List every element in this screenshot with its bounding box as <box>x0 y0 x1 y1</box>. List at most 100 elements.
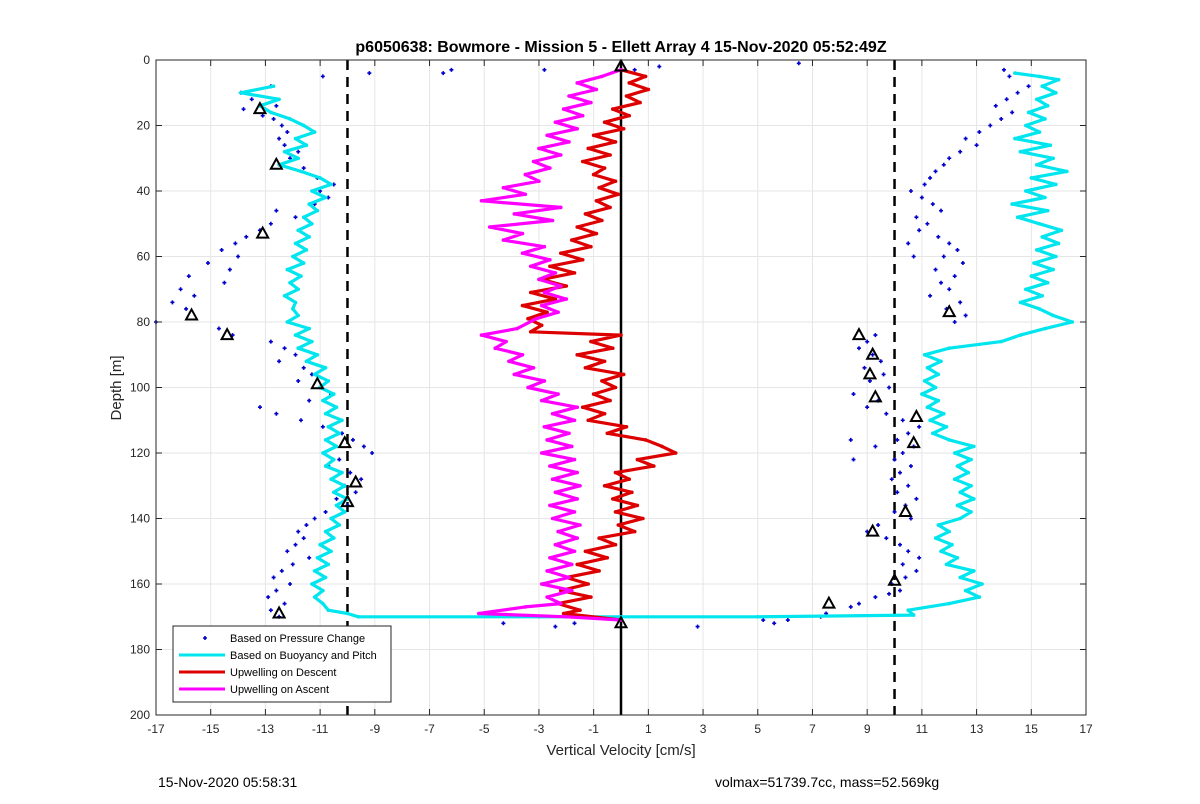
data-point <box>589 100 593 105</box>
data-point <box>1051 156 1055 161</box>
data-point <box>963 588 968 593</box>
data-point <box>589 339 593 344</box>
data-point <box>370 451 375 455</box>
data-point <box>600 74 604 79</box>
y-tick-label: 80 <box>137 315 151 329</box>
data-point <box>268 608 273 613</box>
data-point <box>922 353 927 357</box>
data-point <box>548 503 552 508</box>
data-point <box>572 621 577 626</box>
data-point <box>602 166 607 170</box>
data-point <box>936 398 941 403</box>
data-point <box>1045 280 1050 285</box>
data-point <box>1040 294 1044 298</box>
data-point <box>600 379 604 383</box>
data-point <box>293 300 298 305</box>
data-point <box>917 424 922 429</box>
x-tick-label: -5 <box>479 722 490 736</box>
footer-mass-info: volmax=51739.7cc, mass=52.569kg <box>715 774 940 790</box>
data-point <box>931 431 935 436</box>
data-point <box>580 113 585 118</box>
data-point <box>307 326 312 331</box>
data-point <box>660 444 664 449</box>
data-point <box>876 523 881 528</box>
triangle-marker <box>898 503 913 517</box>
data-point <box>304 359 309 364</box>
data-point <box>900 418 905 423</box>
data-point <box>507 359 511 364</box>
triangle-marker <box>310 376 325 390</box>
data-point <box>271 575 276 580</box>
data-point <box>1056 77 1061 82</box>
data-point <box>321 588 325 593</box>
data-point <box>320 424 325 429</box>
data-point <box>178 287 183 292</box>
data-point <box>548 264 552 269</box>
data-point <box>613 510 618 514</box>
data-point <box>870 352 875 357</box>
data-point <box>323 464 328 468</box>
data-point <box>1045 104 1050 108</box>
data-point <box>602 359 607 364</box>
data-point <box>761 618 766 623</box>
data-point <box>545 438 549 442</box>
data-point <box>345 611 350 616</box>
data-point <box>268 339 273 344</box>
data-point <box>638 100 642 105</box>
data-point <box>939 549 943 554</box>
data-point <box>619 333 623 337</box>
x-tick-label: -15 <box>202 722 220 736</box>
data-point <box>304 523 309 528</box>
data-point <box>583 366 588 370</box>
triangle-marker <box>613 615 629 629</box>
data-point <box>556 529 560 534</box>
data-point <box>575 536 579 540</box>
data-point <box>323 366 328 370</box>
data-point <box>1048 143 1053 147</box>
data-point <box>917 228 922 233</box>
data-point <box>570 238 574 242</box>
data-point <box>570 588 574 593</box>
data-point <box>952 274 957 279</box>
data-point <box>282 149 287 154</box>
data-point <box>611 107 615 111</box>
triangle-marker <box>909 408 924 422</box>
data-point <box>320 74 325 79</box>
data-point <box>570 562 574 567</box>
data-point <box>539 323 544 328</box>
data-point <box>205 261 210 266</box>
data-point <box>299 169 303 174</box>
data-point <box>906 549 911 554</box>
y-tick-label: 100 <box>130 381 150 395</box>
data-point <box>1043 195 1047 200</box>
data-point <box>613 179 618 183</box>
data-point <box>332 392 336 396</box>
data-point <box>884 536 889 541</box>
data-point <box>1024 123 1028 128</box>
data-point <box>277 97 281 102</box>
data-point <box>561 611 566 616</box>
data-point <box>337 457 342 462</box>
data-point <box>293 333 298 337</box>
data-point <box>274 103 279 108</box>
data-point <box>567 575 571 580</box>
data-point <box>1056 241 1061 246</box>
data-point <box>288 582 293 586</box>
y-tick-label: 140 <box>130 512 150 526</box>
triangle-marker <box>271 605 287 619</box>
data-point <box>288 280 292 285</box>
data-point <box>337 523 342 527</box>
data-point <box>586 418 590 423</box>
data-point <box>947 287 952 292</box>
legend-label: Based on Buoyancy and Pitch <box>230 650 377 662</box>
data-point <box>296 378 301 383</box>
data-point <box>1013 71 1017 75</box>
data-point <box>898 588 902 593</box>
data-point <box>575 127 579 131</box>
data-point <box>952 320 957 324</box>
data-point <box>556 392 560 396</box>
triangle-marker <box>340 494 355 508</box>
data-point <box>222 280 227 285</box>
data-point <box>279 568 284 573</box>
data-point <box>624 94 629 98</box>
